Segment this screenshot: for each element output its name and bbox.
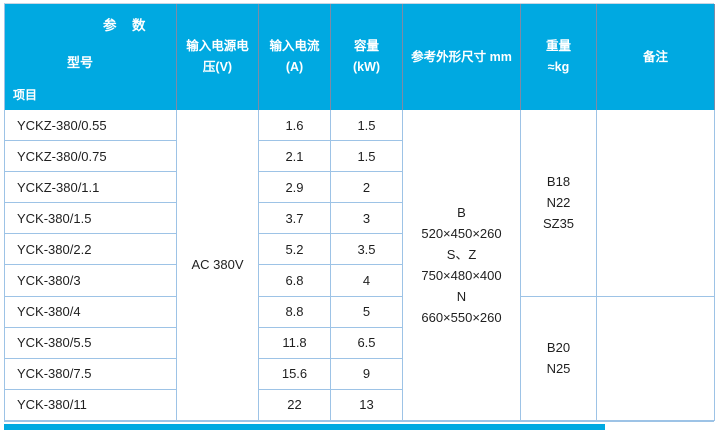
spec-table: 参 数 型号 项目 输入电源电 压(V) 输入电流 (A) 容量 (kW) 参考… xyxy=(4,3,715,422)
current-cell: 5.2 xyxy=(259,234,331,266)
capacity-cell: 1.5 xyxy=(331,110,403,142)
model-cell: YCK-380/5.5 xyxy=(5,327,177,359)
header-weight: 重量 ≈kg xyxy=(521,4,597,110)
remark-cell-bottom xyxy=(597,296,715,421)
capacity-cell: 5 xyxy=(331,296,403,328)
current-cell: 8.8 xyxy=(259,296,331,328)
model-cell: YCK-380/2.2 xyxy=(5,234,177,266)
capacity-cell: 2 xyxy=(331,172,403,204)
current-cell: 15.6 xyxy=(259,358,331,390)
remark-cell-top xyxy=(597,110,715,297)
capacity-cell: 6.5 xyxy=(331,327,403,359)
header-remark: 备注 xyxy=(597,4,715,110)
header-corner-cell: 参 数 型号 项目 xyxy=(5,4,177,110)
current-cell: 3.7 xyxy=(259,203,331,235)
current-cell: 11.8 xyxy=(259,327,331,359)
capacity-cell: 13 xyxy=(331,389,403,421)
bottom-accent-bar xyxy=(4,424,605,430)
current-cell: 2.9 xyxy=(259,172,331,204)
header-param-label: 参 数 xyxy=(103,18,147,33)
header-capacity: 容量 (kW) xyxy=(331,4,403,110)
weight-cell-top: B18 N22 SZ35 xyxy=(521,110,597,297)
capacity-cell: 3.5 xyxy=(331,234,403,266)
current-cell: 2.1 xyxy=(259,141,331,173)
model-cell: YCK-380/4 xyxy=(5,296,177,328)
header-voltage: 输入电源电 压(V) xyxy=(177,4,259,110)
weight-cell-bottom: B20 N25 xyxy=(521,296,597,421)
capacity-cell: 9 xyxy=(331,358,403,390)
model-cell: YCKZ-380/0.75 xyxy=(5,141,177,173)
model-cell: YCK-380/11 xyxy=(5,389,177,421)
model-cell: YCKZ-380/1.1 xyxy=(5,172,177,204)
capacity-cell: 3 xyxy=(331,203,403,235)
current-cell: 22 xyxy=(259,389,331,421)
header-model-label: 型号 xyxy=(66,55,93,70)
model-cell: YCK-380/1.5 xyxy=(5,203,177,235)
header-item-label: 项目 xyxy=(13,88,38,102)
header-dimensions: 参考外形尺寸 mm xyxy=(403,4,521,110)
voltage-cell: AC 380V xyxy=(177,110,259,421)
current-cell: 6.8 xyxy=(259,265,331,297)
capacity-cell: 1.5 xyxy=(331,141,403,173)
capacity-cell: 4 xyxy=(331,265,403,297)
model-cell: YCKZ-380/0.55 xyxy=(5,110,177,142)
dimensions-cell: B 520×450×260 S、Z 750×480×400 N 660×550×… xyxy=(403,110,521,421)
model-cell: YCK-380/7.5 xyxy=(5,358,177,390)
model-cell: YCK-380/3 xyxy=(5,265,177,297)
header-current: 输入电流 (A) xyxy=(259,4,331,110)
current-cell: 1.6 xyxy=(259,110,331,142)
